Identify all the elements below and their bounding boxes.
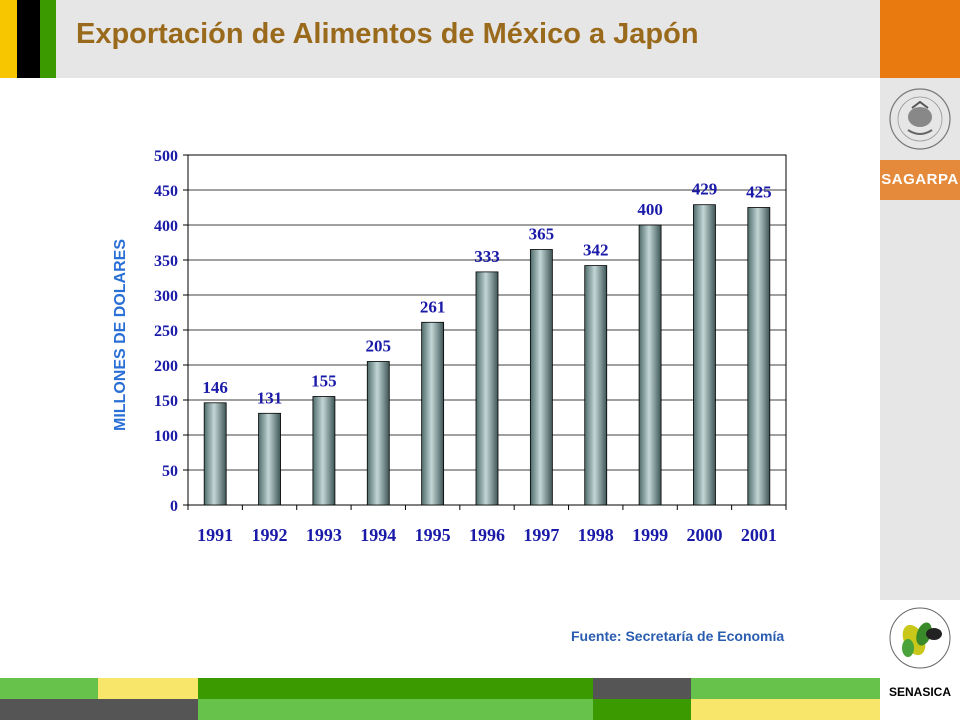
bar — [584, 265, 608, 506]
footer-block — [691, 699, 880, 720]
y-tick-label: 200 — [154, 358, 178, 375]
data-label: 400 — [637, 200, 663, 219]
y-tick-label: 450 — [154, 183, 178, 200]
data-label: 205 — [366, 337, 392, 356]
data-label: 261 — [420, 297, 446, 316]
footer-block — [0, 678, 98, 699]
data-label: 333 — [474, 247, 500, 266]
chart-ticks: 0 50 100 150 200 250 300 350 400 450 500 1991 1992 19… — [154, 148, 787, 545]
y-axis-label: MILLONES DE DOLARES — [112, 239, 129, 431]
footer-block — [593, 678, 691, 699]
sagarpa-logo: SAGARPA — [880, 160, 960, 200]
mexico-seal-icon — [889, 88, 951, 150]
x-tick-label: 1992 — [252, 525, 288, 545]
y-tick-label: 0 — [170, 498, 178, 515]
header-stripe-green — [40, 0, 56, 78]
bar — [421, 321, 445, 506]
x-tick-label: 1996 — [469, 525, 505, 545]
right-sidebar: SAGARPA SENASICA — [880, 0, 960, 720]
footer-block — [98, 678, 198, 699]
bar — [475, 271, 499, 506]
header-band: Exportación de Alimentos de México a Jap… — [0, 0, 880, 78]
header-stripe-yellow — [0, 0, 17, 78]
data-label: 146 — [202, 378, 228, 397]
y-tick-label: 50 — [162, 463, 178, 480]
bar — [203, 402, 227, 506]
y-tick-label: 300 — [154, 288, 178, 305]
source-note: Fuente: Secretaría de Economía — [571, 628, 785, 644]
header-stripe-black — [17, 0, 40, 78]
bar — [747, 207, 771, 506]
bar — [638, 224, 662, 506]
x-tick-label: 1998 — [578, 525, 614, 545]
x-tick-label: 1999 — [632, 525, 668, 545]
data-label: 131 — [257, 388, 283, 407]
x-tick-label: 1997 — [523, 525, 559, 545]
y-tick-label: 100 — [154, 428, 178, 445]
x-tick-label: 1991 — [197, 525, 233, 545]
data-label: 365 — [529, 225, 555, 244]
chart-bars: 146 131 155 205 261 333 365 342 400 429 425 — [202, 180, 772, 506]
data-label: 342 — [583, 241, 609, 260]
bar — [693, 204, 716, 506]
footer-block — [593, 699, 691, 720]
data-label: 155 — [311, 372, 337, 391]
y-tick-label: 400 — [154, 218, 178, 235]
x-tick-label: 1993 — [306, 525, 342, 545]
y-tick-label: 500 — [154, 148, 178, 165]
data-label: 425 — [746, 183, 772, 202]
bar — [366, 361, 390, 506]
y-tick-label: 250 — [154, 323, 178, 340]
x-tick-label: 2001 — [741, 525, 777, 545]
bar-chart: 146 131 155 205 261 333 365 342 400 429 425 0 50 100… — [112, 148, 787, 545]
footer-block — [198, 699, 593, 720]
footer-block — [198, 678, 593, 699]
bar — [529, 249, 553, 506]
x-tick-label: 1994 — [360, 525, 396, 545]
senasica-emblem-icon — [889, 607, 951, 669]
page-title: Exportación de Alimentos de México a Jap… — [76, 18, 699, 50]
sidebar-white-block — [880, 600, 960, 720]
y-tick-label: 350 — [154, 253, 178, 270]
senasica-label: SENASICA — [888, 685, 951, 699]
x-tick-label: 1995 — [415, 525, 451, 545]
footer-block — [0, 699, 198, 720]
data-label: 429 — [692, 180, 718, 199]
bar — [258, 412, 281, 506]
y-tick-label: 150 — [154, 393, 178, 410]
bar — [312, 396, 336, 506]
footer-block — [691, 678, 880, 699]
sidebar-orange-block — [880, 0, 960, 78]
x-tick-label: 2000 — [686, 525, 722, 545]
